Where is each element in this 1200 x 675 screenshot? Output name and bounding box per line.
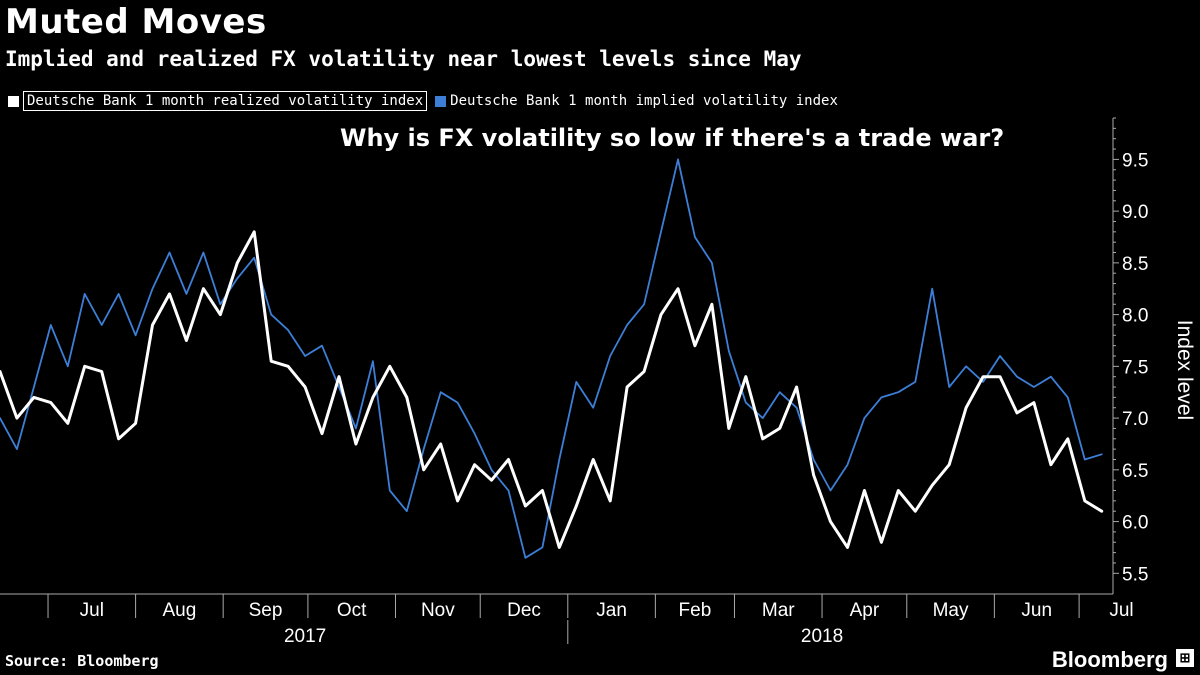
series-line-realized	[0, 230, 1104, 549]
x-axis: Jul Aug Sep Oct Nov Dec Jan Feb Mar Apr May Jun Jul 2…	[47, 594, 1134, 647]
y-tick-label: 5.5	[1122, 564, 1148, 585]
legend-swatch-realized	[8, 95, 19, 107]
legend-label-realized: Deutsche Bank 1 month realized volatilit…	[23, 91, 428, 111]
x-tick-label: Feb	[679, 600, 712, 621]
x-tick-label: May	[933, 600, 969, 621]
y-tick-label: 9.0	[1122, 202, 1148, 223]
x-tick-label: Jan	[596, 600, 627, 621]
x-tick-label: Sep	[249, 600, 283, 621]
x-tick-label: Jun	[1021, 600, 1052, 621]
legend-label-implied: Deutsche Bank 1 month implied volatility…	[450, 93, 838, 109]
series-line-implied	[0, 158, 1103, 559]
legend-entry-realized[interactable]: Deutsche Bank 1 month realized volatilit…	[8, 91, 428, 111]
y-tick-label: 8.5	[1122, 254, 1148, 275]
x-tick-label: Jul	[1109, 600, 1133, 621]
chart-annotation: Why is FX volatility so low if there's a…	[340, 124, 1005, 152]
x-tick-label: Jul	[80, 600, 104, 621]
y-tick-label: 6.0	[1122, 513, 1148, 534]
legend: Deutsche Bank 1 month realized volatilit…	[8, 89, 846, 113]
bloomberg-logo-icon: ⊞	[1176, 649, 1194, 667]
chart-axes	[0, 118, 1114, 595]
x-tick-label: Mar	[762, 600, 795, 621]
year-label: 2017	[284, 626, 326, 647]
bloomberg-logo: Bloomberg	[1051, 647, 1168, 672]
year-label: 2018	[801, 626, 843, 647]
chart-title: Muted Moves	[5, 2, 267, 42]
y-tick-label: 6.5	[1122, 461, 1148, 482]
x-tick-label: Dec	[507, 600, 541, 621]
x-tick-label: Apr	[850, 600, 880, 621]
y-axis: 5.5 6.0 6.5 7.0 7.5 8.0 8.5 9.0 9.5 Index level	[1113, 117, 1196, 585]
y-tick-label: 7.0	[1122, 409, 1148, 430]
chart-lines	[0, 158, 1104, 559]
source-note: Source: Bloomberg	[5, 652, 159, 670]
legend-entry-implied[interactable]: Deutsche Bank 1 month implied volatility…	[435, 89, 838, 113]
chart-subtitle: Implied and realized FX volatility near …	[5, 47, 802, 71]
x-tick-label: Oct	[337, 600, 367, 621]
legend-swatch-implied	[435, 95, 447, 107]
y-tick-label: 9.5	[1122, 150, 1148, 171]
y-axis-title: Index level	[1173, 320, 1196, 420]
y-tick-label: 8.0	[1122, 306, 1148, 327]
y-tick-label: 7.5	[1122, 357, 1148, 378]
x-tick-label: Aug	[162, 600, 196, 621]
x-tick-label: Nov	[421, 600, 455, 621]
